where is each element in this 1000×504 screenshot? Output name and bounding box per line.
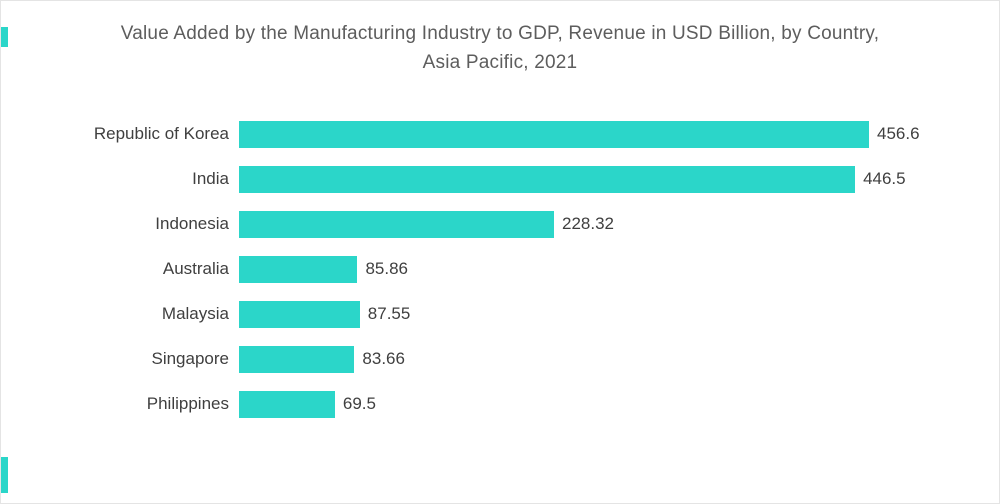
bar — [239, 165, 856, 193]
bar-row: Philippines 69.5 — [1, 382, 999, 427]
category-label: Australia — [162, 259, 229, 279]
category-label: Philippines — [146, 394, 229, 414]
bar-row: Malaysia 87.55 — [1, 292, 999, 337]
category-label: India — [192, 169, 229, 189]
value-label: 87.55 — [367, 304, 411, 324]
bar — [239, 300, 360, 328]
category-label: Republic of Korea — [93, 124, 229, 144]
value-label: 69.5 — [342, 394, 376, 414]
category-label: Indonesia — [155, 214, 229, 234]
value-label: 228.32 — [562, 214, 615, 234]
accent-bar-top-left — [1, 27, 8, 47]
accent-bar-bottom-left — [1, 457, 8, 493]
bar — [239, 345, 355, 373]
bar-row: Indonesia 228.32 — [1, 202, 999, 247]
value-label: 85.86 — [365, 259, 408, 279]
bar — [239, 210, 555, 238]
bar-row: India 446.5 — [1, 157, 999, 202]
chart-title: Value Added by the Manufacturing Industr… — [120, 23, 880, 74]
bar-row: Australia 85.86 — [1, 247, 999, 292]
bar — [239, 390, 335, 418]
value-label: 456.6 — [877, 124, 920, 144]
bar — [239, 120, 869, 148]
value-label: 83.66 — [362, 349, 405, 369]
category-label: Singapore — [151, 349, 229, 369]
bar — [239, 255, 358, 283]
category-label: Malaysia — [161, 304, 229, 324]
bar-chart: Republic of Korea 456.6 India 446.5 Indonesi… — [1, 112, 999, 427]
bar-row: Republic of Korea 456.6 — [1, 112, 999, 157]
bar-row: Singapore 83.66 — [1, 337, 999, 382]
value-label: 446.5 — [863, 169, 906, 189]
